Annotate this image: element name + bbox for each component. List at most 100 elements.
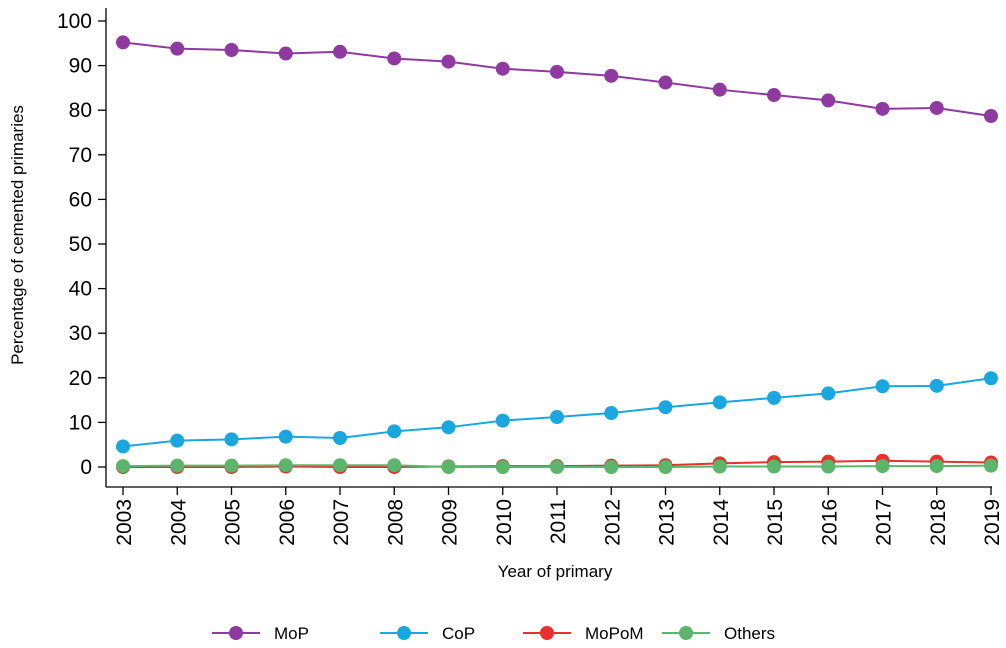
legend-label: Others <box>724 624 775 643</box>
data-point <box>767 390 781 405</box>
data-point <box>116 35 130 50</box>
data-point <box>170 458 185 473</box>
series-others <box>116 458 998 474</box>
series-cop <box>116 371 998 454</box>
data-point <box>984 371 998 386</box>
y-tick-label: 60 <box>69 188 92 211</box>
data-point <box>278 429 293 444</box>
data-point <box>604 406 619 421</box>
data-point <box>224 458 239 473</box>
legend-item-mop: MoP <box>212 624 309 643</box>
data-point <box>333 431 347 446</box>
data-point <box>550 64 564 79</box>
legend-marker <box>229 626 243 640</box>
data-point <box>984 458 998 473</box>
data-point <box>278 46 293 61</box>
data-point <box>767 459 781 474</box>
x-tick-label: 2003 <box>113 499 136 546</box>
legend-label: CoP <box>442 624 475 643</box>
data-point <box>658 400 673 415</box>
legend: MoP CoP MoPoM Others <box>212 624 775 643</box>
data-point <box>875 101 890 116</box>
x-tick-label: 2015 <box>764 499 787 546</box>
legend-marker <box>540 626 554 640</box>
y-tick-label: 50 <box>69 233 92 256</box>
data-point <box>658 460 673 474</box>
x-tick-label: 2011 <box>547 499 570 544</box>
y-axis-title: Percentage of cemented primaries <box>8 105 27 365</box>
x-tick-label: 2004 <box>167 499 190 546</box>
data-point <box>929 459 944 474</box>
x-tick-label: 2013 <box>656 499 679 546</box>
y-tick-label: 80 <box>69 99 92 122</box>
legend-label: MoP <box>274 624 309 643</box>
legend-label: MoPoM <box>585 624 644 643</box>
data-point <box>875 459 890 474</box>
data-point <box>224 432 239 447</box>
data-point <box>604 68 619 83</box>
x-tick-label: 2008 <box>384 499 407 546</box>
data-point <box>278 458 293 473</box>
data-point <box>821 386 836 401</box>
legend-item-others: Others <box>662 624 775 643</box>
legend-marker <box>679 626 693 640</box>
data-point <box>224 42 239 57</box>
y-tick-label: 70 <box>69 144 92 167</box>
x-tick-label: 2005 <box>222 499 245 546</box>
y-tick-label: 0 <box>80 456 92 479</box>
data-point <box>387 424 402 439</box>
data-point <box>875 379 890 394</box>
y-tick-label: 40 <box>69 278 92 301</box>
x-tick-label: 2006 <box>276 499 299 546</box>
data-point <box>821 459 836 474</box>
data-point <box>712 82 727 97</box>
x-tick-label: 2012 <box>601 499 624 546</box>
y-tick-label: 30 <box>69 322 92 345</box>
y-tick-label: 10 <box>69 411 92 434</box>
data-point <box>658 75 673 90</box>
legend-marker <box>397 626 411 640</box>
data-point <box>712 395 727 410</box>
x-axis-title: Year of primary <box>498 562 613 581</box>
data-point <box>550 410 564 425</box>
axes: 0 10 20 30 40 50 60 70 80 90 100 2003 2004 2005 2006 20… <box>57 8 1004 546</box>
data-point <box>170 433 185 448</box>
data-point <box>604 460 619 474</box>
data-point <box>333 44 347 59</box>
legend-item-cop: CoP <box>380 624 475 643</box>
y-tick-label: 100 <box>57 10 92 33</box>
y-tick-label: 20 <box>69 367 92 390</box>
data-point <box>387 51 402 66</box>
data-point <box>116 439 130 454</box>
data-point <box>712 459 727 474</box>
x-tick-label: 2016 <box>818 499 841 546</box>
data-point <box>550 460 564 474</box>
legend-item-mopom: MoPoM <box>523 624 644 643</box>
data-point <box>495 460 510 474</box>
x-tick-label: 2018 <box>927 499 950 546</box>
data-point <box>495 61 510 76</box>
x-tick-label: 2007 <box>330 499 353 546</box>
data-point <box>116 459 130 474</box>
y-tick-label: 90 <box>69 55 92 78</box>
series-mop <box>116 35 998 123</box>
data-point <box>170 41 185 56</box>
data-point <box>984 108 998 123</box>
data-point <box>929 100 944 115</box>
series-line <box>122 41 992 117</box>
data-point <box>441 420 456 435</box>
x-tick-label: 2017 <box>873 499 896 546</box>
data-point <box>929 378 944 393</box>
data-point <box>495 413 510 428</box>
x-tick-label: 2019 <box>981 499 1004 546</box>
data-point <box>821 93 836 108</box>
series-layer <box>116 35 998 474</box>
data-point <box>387 458 402 473</box>
data-point <box>767 88 781 103</box>
x-tick-label: 2014 <box>710 499 733 546</box>
data-point <box>441 54 456 69</box>
data-point <box>333 458 347 473</box>
x-tick-label: 2009 <box>439 499 462 546</box>
x-tick-label: 2010 <box>493 499 516 546</box>
